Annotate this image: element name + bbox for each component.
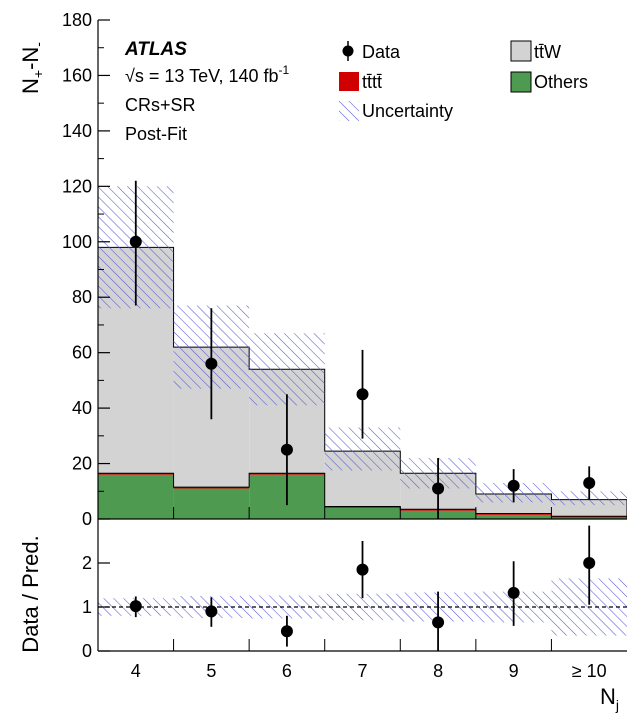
main-ytick-label-6: 120 — [62, 176, 92, 196]
ratio-point-2 — [280, 625, 293, 638]
energy-label: √s = 13 TeV, 140 fb-1 — [125, 63, 290, 86]
xlabel: Nj — [600, 684, 619, 713]
legend-others: Others — [510, 71, 588, 93]
uncertainty-2 — [249, 333, 325, 406]
data-point-0 — [129, 235, 142, 248]
legend-data: Data — [342, 41, 401, 62]
ratio-ytick-label-0: 0 — [82, 641, 92, 661]
ylabel-ratio: Data / Pred. — [18, 535, 43, 652]
main-ytick-label-7: 140 — [62, 121, 92, 141]
others-outline — [98, 472, 627, 517]
ratio-band-2 — [249, 595, 325, 619]
ylabel-main-sub-plus: + — [30, 70, 46, 78]
bar-tttt-0 — [98, 473, 174, 475]
xtick-label-1: 5 — [206, 661, 216, 681]
xtick-label-6: ≥ 10 — [572, 661, 607, 681]
legend-tttt: tt̄tt̄ — [339, 72, 382, 92]
main-axes: 0 20 40 60 80 100 120 140 160 180 — [62, 10, 627, 529]
ylabel-main-minus-n: -N — [18, 47, 43, 70]
ylabel-main: N+-N- — [18, 42, 46, 94]
legend-uncertainty-label: Uncertainty — [362, 101, 453, 121]
legend-uncertainty: Uncertainty — [339, 101, 453, 121]
ratio-ytick-label-1: 1 — [82, 597, 92, 617]
bar-tttt-5 — [475, 513, 552, 515]
ratio-uncertainty-band — [98, 578, 627, 636]
ratio-axes: 0 1 2 4 5 6 7 8 9 ≥ 10 — [82, 519, 627, 681]
xtick-label-4: 8 — [433, 661, 443, 681]
main-ytick-label-9: 180 — [62, 10, 92, 30]
ylabel-main-sub-minus: - — [30, 42, 46, 47]
main-ytick-label-5: 100 — [62, 232, 92, 252]
energy-text: √s = 13 TeV, 140 fb — [125, 66, 279, 86]
region-label: CRs+SR — [125, 95, 196, 115]
data-point-6 — [583, 476, 596, 489]
main-ytick-label-3: 60 — [72, 343, 92, 363]
bar-tttt-1 — [173, 487, 250, 489]
bar-others-0 — [98, 474, 174, 519]
lumi-exponent: -1 — [279, 63, 290, 77]
ratio-data-points — [129, 525, 596, 651]
bar-tttt-3 — [324, 506, 401, 508]
data-point-1 — [205, 357, 218, 370]
main-ytick-label-2: 40 — [72, 398, 92, 418]
data-point-2 — [280, 443, 293, 456]
main-ytick-label-4: 80 — [72, 287, 92, 307]
legend-tttt-label: tt̄tt̄ — [362, 72, 382, 92]
ratio-point-5 — [507, 586, 520, 599]
main-ytick-label-8: 160 — [62, 65, 92, 85]
main-ytick-label-0: 0 — [82, 509, 92, 529]
xlabel-sub: j — [615, 697, 619, 713]
ratio-point-3 — [356, 563, 369, 576]
xtick-label-0: 4 — [131, 661, 141, 681]
ratio-point-1 — [205, 605, 218, 618]
bar-others-3 — [324, 507, 401, 519]
ratio-point-0 — [129, 600, 142, 613]
data-point-3 — [356, 388, 369, 401]
ratio-point-4 — [432, 616, 445, 629]
bar-others-1 — [173, 488, 250, 519]
bar-others-5 — [475, 514, 552, 519]
legend-others-label: Others — [534, 72, 588, 92]
xtick-label-3: 7 — [357, 661, 367, 681]
bar-others-6 — [551, 517, 627, 519]
legend-ttw-label: tt̄W — [534, 42, 561, 62]
xtick-label-2: 6 — [282, 661, 292, 681]
xlabel-n: N — [600, 684, 616, 709]
fit-status-label: Post-Fit — [125, 124, 187, 144]
legend-ttw: tt̄W — [510, 40, 561, 62]
main-data-points — [129, 180, 596, 519]
bar-tttt-6 — [551, 516, 627, 518]
ratio-ytick-label-2: 2 — [82, 553, 92, 573]
main-ytick-label-1: 20 — [72, 454, 92, 474]
legend: Data tt̄W tt̄tt̄ Others Uncertainty — [339, 40, 588, 121]
ratio-point-6 — [583, 557, 596, 569]
legend-data-label: Data — [362, 42, 401, 62]
xtick-label-5: 9 — [509, 661, 519, 681]
atlas-label: ATLAS — [124, 39, 187, 60]
data-point-5 — [507, 479, 520, 492]
ylabel-main-n: N — [18, 78, 43, 94]
data-point-4 — [432, 482, 445, 495]
